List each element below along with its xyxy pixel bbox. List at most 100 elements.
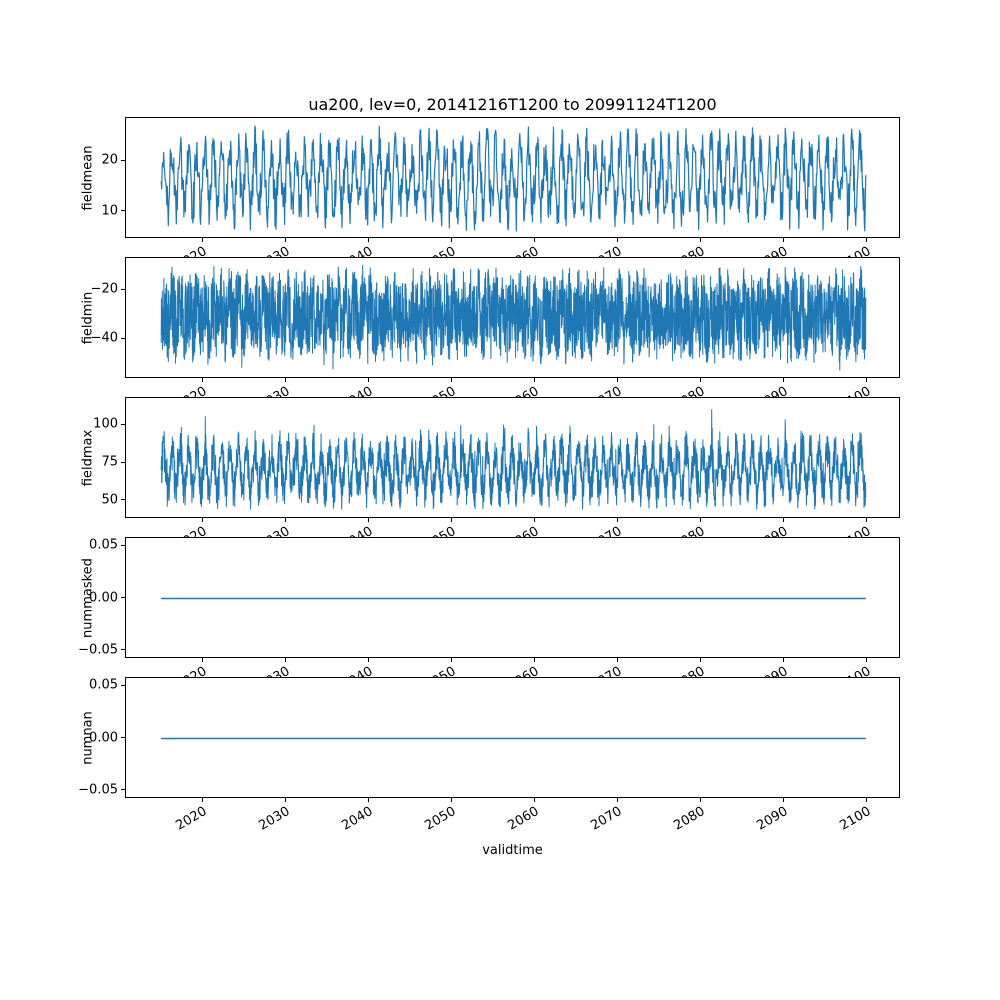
x-tick-mark: [782, 518, 784, 522]
x-tick-mark: [533, 238, 535, 242]
x-tick-label: 2040: [339, 804, 376, 834]
subplot-fieldmax: fieldmax 1007550202020302040205020602070…: [0, 397, 1000, 554]
x-tick-mark: [616, 378, 618, 382]
x-axis-label: validtime: [482, 843, 543, 858]
y-tick-mark: [121, 684, 125, 686]
y-tick-label: 20: [101, 152, 118, 168]
axes-fieldmean: [125, 117, 900, 238]
axes-numnan: [125, 677, 900, 798]
x-tick-mark: [782, 378, 784, 382]
x-tick-mark: [284, 798, 286, 802]
y-tick-mark: [121, 597, 125, 598]
y-tick-label: 0.00: [89, 730, 118, 745]
y-tick-mark: [121, 423, 125, 425]
series-line: [160, 409, 867, 510]
line-series-numnan: [161, 737, 866, 740]
line-series-fieldmax: [160, 409, 867, 510]
x-tick-mark: [202, 798, 204, 802]
x-tick-label: 2020: [173, 804, 210, 834]
x-tick-mark: [782, 238, 784, 242]
series-line: [160, 125, 867, 232]
x-tick-mark: [450, 518, 452, 522]
x-tick-mark: [782, 658, 784, 662]
y-tick-mark: [121, 159, 125, 161]
subplot-fieldmean: fieldmean 201020202030204020502060207020…: [0, 117, 1000, 274]
y-tick-label: −20: [90, 281, 118, 297]
axes-fieldmin: [125, 257, 900, 378]
x-tick-label: 2070: [588, 804, 625, 834]
y-tick-label: 10: [101, 203, 118, 219]
x-tick-mark: [865, 518, 867, 522]
x-tick-mark: [284, 238, 286, 242]
y-tick-label: −40: [90, 330, 118, 346]
line-series-fieldmin: [160, 264, 867, 371]
x-tick-mark: [450, 798, 452, 802]
x-tick-mark: [533, 798, 535, 802]
x-tick-label: 2050: [422, 804, 459, 834]
line-series-nummasked: [161, 597, 866, 600]
x-tick-mark: [284, 518, 286, 522]
series-line: [160, 264, 867, 371]
line-series-fieldmean: [160, 125, 867, 232]
x-tick-mark: [616, 238, 618, 242]
y-tick-mark: [121, 210, 125, 212]
x-tick-mark: [699, 658, 701, 662]
x-tick-mark: [699, 518, 701, 522]
x-tick-mark: [202, 658, 204, 662]
y-tick-label: 75: [101, 454, 118, 470]
x-tick-mark: [533, 378, 535, 382]
chart-title: ua200, lev=0, 20141216T1200 to 20991124T…: [308, 95, 717, 114]
x-tick-mark: [367, 798, 369, 802]
x-tick-label: 2100: [836, 804, 874, 834]
subplot-numnan: numnan 0.05 0.00 −0.05 2020 2030 2040 2050 2060…: [0, 677, 1000, 834]
x-tick-mark: [202, 518, 204, 522]
subplot-nummasked: nummasked 0.050.00−0.0520202030204020502…: [0, 537, 1000, 694]
x-tick-mark: [367, 378, 369, 382]
x-tick-mark: [699, 238, 701, 242]
x-tick-mark: [202, 238, 204, 242]
x-tick-mark: [450, 658, 452, 662]
x-tick-mark: [450, 238, 452, 242]
y-tick-label: 0.05: [89, 537, 118, 553]
x-tick-mark: [284, 658, 286, 662]
x-tick-mark: [616, 658, 618, 662]
y-tick-mark: [121, 737, 125, 738]
y-tick-label: −0.05: [78, 782, 118, 798]
x-tick-mark: [450, 378, 452, 382]
x-tick-mark: [367, 238, 369, 242]
x-tick-mark: [202, 378, 204, 382]
y-tick-label: 50: [101, 492, 118, 508]
y-tick-mark: [121, 789, 125, 791]
x-tick-mark: [865, 798, 867, 802]
x-tick-mark: [865, 658, 867, 662]
y-tick-mark: [121, 461, 125, 463]
x-tick-mark: [699, 378, 701, 382]
x-tick-mark: [616, 798, 618, 802]
axes-fieldmax: [125, 397, 900, 518]
axes-nummasked: [125, 537, 900, 658]
y-tick-label: 0.05: [89, 677, 118, 693]
y-tick-label: 100: [93, 416, 118, 432]
x-tick-label: 2030: [256, 804, 293, 834]
y-tick-mark: [121, 499, 125, 501]
x-tick-mark: [367, 658, 369, 662]
y-tick-mark: [121, 337, 125, 339]
x-tick-mark: [865, 238, 867, 242]
y-tick-label: 0.00: [89, 590, 118, 605]
subplot-fieldmin: fieldmin −20−402020203020402050206020702…: [0, 257, 1000, 414]
y-tick-mark: [121, 288, 125, 290]
x-tick-mark: [865, 378, 867, 382]
x-tick-mark: [367, 518, 369, 522]
x-tick-label: 2090: [753, 804, 791, 834]
y-tick-label: −0.05: [78, 642, 118, 658]
x-tick-mark: [782, 798, 784, 802]
x-tick-mark: [699, 798, 701, 802]
x-tick-mark: [533, 518, 535, 522]
x-tick-mark: [533, 658, 535, 662]
x-tick-mark: [284, 378, 286, 382]
x-tick-label: 2060: [505, 804, 542, 834]
x-tick-label: 2080: [671, 804, 708, 834]
x-tick-mark: [616, 518, 618, 522]
y-tick-mark: [121, 544, 125, 546]
